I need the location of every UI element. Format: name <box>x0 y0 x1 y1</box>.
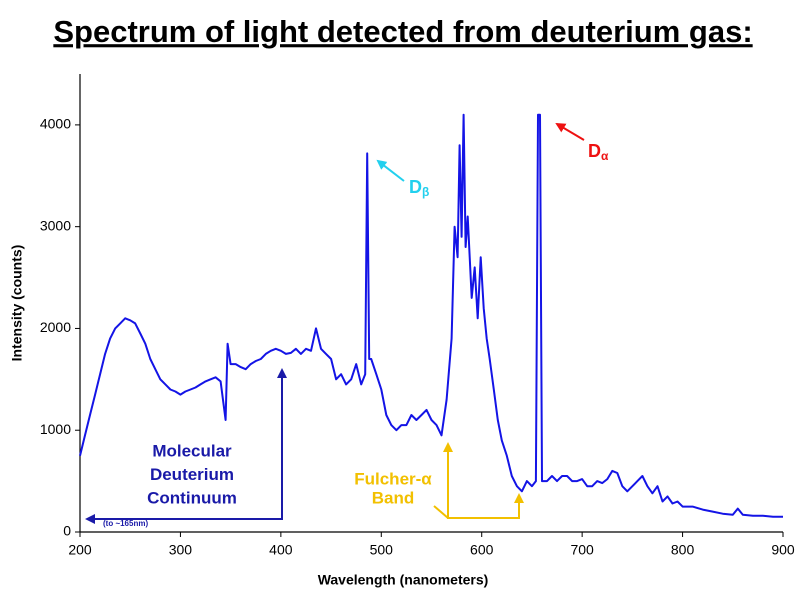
continuum-label: Molecular <box>152 441 232 460</box>
peak-label-main: D <box>409 177 422 197</box>
x-tick-label: 200 <box>68 542 92 558</box>
fulcher-label: Band <box>372 488 415 507</box>
y-tick-label: 2000 <box>40 319 71 335</box>
peak-label: Dβ <box>409 177 429 199</box>
fulcher-leader <box>433 505 449 519</box>
x-tick-label: 300 <box>169 542 193 558</box>
peak-label-main: D <box>588 141 601 161</box>
x-tick-label: 700 <box>570 542 594 558</box>
y-tick-label: 3000 <box>40 217 71 233</box>
x-tick-label: 400 <box>269 542 293 558</box>
continuum-label: Continuum <box>147 488 237 507</box>
peak-label-sub: β <box>422 185 429 199</box>
chart-title: Spectrum of light detected from deuteriu… <box>53 14 752 49</box>
continuum-bracket <box>85 368 287 524</box>
fulcher-bracket <box>443 442 524 519</box>
fulcher-label: Fulcher-α <box>354 469 432 488</box>
beta-arrow <box>376 159 405 182</box>
peak-label-sub: α <box>601 149 609 163</box>
x-tick-label: 800 <box>671 542 695 558</box>
alpha-arrow <box>555 122 585 141</box>
x-tick-label: 900 <box>771 542 795 558</box>
continuum-label: Deuterium <box>150 465 234 484</box>
x-tick-label: 600 <box>470 542 494 558</box>
x-tick-label: 500 <box>370 542 394 558</box>
peak-label: Dα <box>588 141 609 163</box>
y-tick-label: 1000 <box>40 421 71 437</box>
x-axis-label: Wavelength (nanometers) <box>318 572 489 588</box>
continuum-note: (to ~165nm) <box>103 519 148 528</box>
y-tick-label: 0 <box>63 523 71 539</box>
y-tick-label: 4000 <box>40 116 71 132</box>
y-axis-label: Intensity (counts) <box>9 245 25 362</box>
